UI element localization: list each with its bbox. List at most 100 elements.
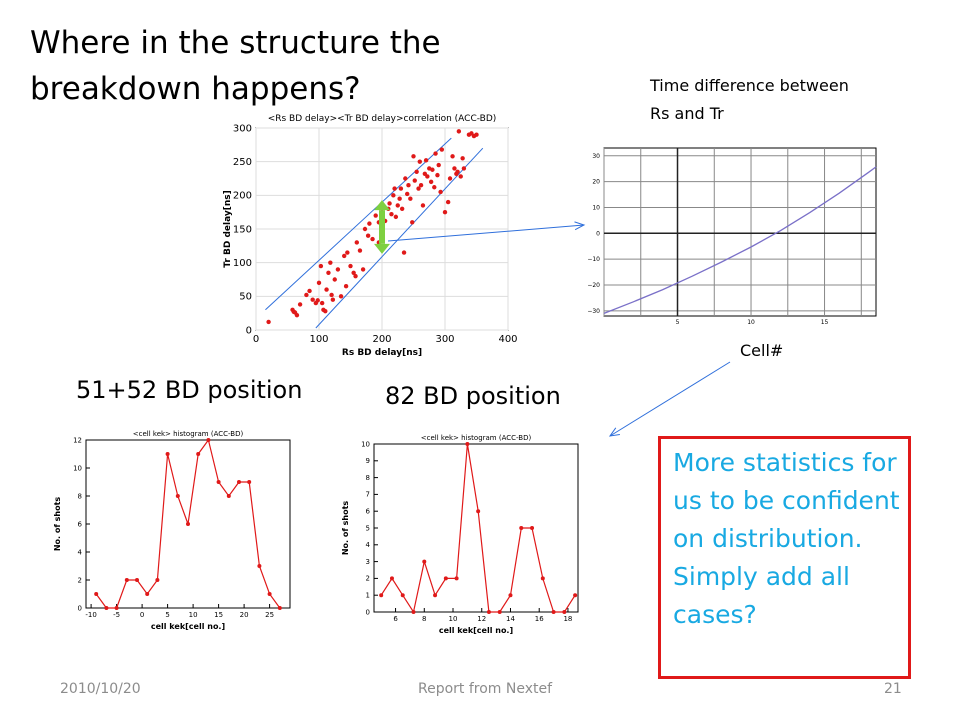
slide-title: Where in the structure the breakdown hap… — [30, 25, 441, 107]
chart2-x-tick-label: 10 — [747, 319, 755, 326]
scatter-point — [398, 186, 404, 191]
chart1-y-tick-label: 150 — [233, 224, 252, 235]
chart4-title: <cell kek> histogram (ACC-BD) — [421, 434, 532, 442]
scatter-point — [373, 213, 378, 218]
histogram-point — [155, 578, 160, 582]
chart2-y-tick-label: 20 — [592, 179, 600, 186]
chart1-x-tick-label: 100 — [309, 334, 328, 345]
scatter-point — [393, 214, 399, 220]
chart4-y-axis-label: No. of shots — [341, 501, 350, 556]
scatter-point — [412, 178, 417, 183]
histogram-point — [454, 576, 459, 581]
chart2-y-tick-label: 30 — [592, 153, 600, 160]
scatter-point — [294, 312, 300, 318]
histogram-point — [540, 576, 545, 581]
scatter-point — [401, 250, 407, 255]
chart3-x-tick-label: -10 — [85, 611, 96, 619]
histogram-point — [562, 610, 567, 614]
chart4-y-tick-label: 0 — [366, 608, 370, 616]
scatter-point — [411, 154, 416, 159]
chart4-x-tick-label: 12 — [477, 615, 486, 623]
callout-box — [658, 436, 911, 679]
scatter-point — [397, 196, 402, 201]
scatter-point — [354, 240, 359, 245]
callout-text: More statistics for us to be confident o… — [673, 448, 900, 629]
chart3-y-tick-label: 2 — [78, 576, 82, 584]
histogram-point — [206, 438, 211, 442]
cell-number-label: Cell# — [740, 341, 784, 360]
chart3-x-axis-label: cell kek[cell no.] — [151, 622, 225, 631]
chart1-y-tick-label: 300 — [233, 123, 252, 134]
histogram-point — [411, 610, 416, 614]
chart3-y-tick-label: 10 — [73, 464, 82, 472]
histogram-point — [573, 593, 578, 598]
chart1-x-axis-label: Rs BD delay[ns] — [342, 348, 422, 358]
chart3-y-tick-label: 0 — [78, 604, 82, 612]
chart1-y-tick-label: 0 — [246, 325, 252, 336]
scatter-point — [318, 263, 324, 269]
green-arrow-head-bottom — [374, 243, 390, 254]
scatter-point — [343, 284, 349, 289]
scatter-point — [351, 270, 356, 275]
histogram-point — [443, 576, 448, 581]
histogram-point — [519, 526, 524, 530]
scatter-point — [461, 166, 467, 171]
scatter-point — [365, 233, 371, 238]
chart4-x-tick-label: 18 — [563, 615, 572, 623]
histogram-point — [476, 509, 481, 514]
scatter-point — [414, 169, 419, 174]
scatter-point — [297, 302, 303, 307]
chart4-x-tick-label: 8 — [422, 615, 426, 623]
scatter-point — [450, 154, 455, 159]
chart3-y-tick-label: 8 — [78, 492, 82, 500]
scatter-guide-line — [315, 147, 484, 329]
histogram-point — [257, 564, 262, 568]
scatter-point — [428, 179, 434, 185]
chart1-y-tick-label: 50 — [239, 292, 252, 303]
scatter-point — [310, 297, 315, 302]
chart3-title: <cell kek> histogram (ACC-BD) — [133, 430, 244, 438]
histogram-point — [135, 578, 139, 582]
chart1-y-axis-label: Tr BD delay[ns] — [223, 190, 233, 267]
chart4-y-tick-label: 1 — [366, 592, 370, 600]
chart3-y-tick-label: 12 — [73, 436, 82, 444]
histogram-point — [422, 559, 427, 564]
scatter-point — [408, 196, 413, 201]
scatter-point — [324, 287, 329, 292]
scatter-point — [445, 199, 451, 205]
scatter-point — [391, 193, 396, 198]
chart1-title: <Rs BD delay><Tr BD delay>correlation (A… — [268, 114, 497, 124]
chart2-y-tick-label: 0 — [596, 230, 600, 237]
scatter-point — [436, 162, 441, 168]
chart4-x-tick-label: 14 — [506, 615, 515, 623]
scatter-point — [307, 288, 312, 294]
scatter-point — [326, 270, 331, 275]
chart1-y-tick-label: 100 — [233, 258, 252, 269]
histogram-point — [551, 610, 556, 614]
scatter-point — [418, 183, 424, 188]
histogram-point — [165, 452, 170, 456]
chart2-y-tick-label: −20 — [587, 282, 600, 289]
scatter-point — [435, 172, 440, 178]
footer-date: 2010/10/20 — [60, 681, 141, 697]
scatter-point — [330, 297, 336, 302]
histogram-51-52-heading: 51+52 BD position — [76, 376, 303, 404]
scatter-point — [319, 300, 325, 306]
chart2-y-tick-label: −10 — [587, 256, 600, 263]
chart4-y-tick-label: 4 — [366, 541, 371, 549]
scatter-point — [389, 211, 394, 217]
time-difference-curve — [603, 166, 877, 315]
histogram-point — [186, 522, 190, 526]
scatter-point — [439, 147, 445, 152]
scatter-point — [266, 319, 271, 325]
chart3-x-tick-label: 20 — [240, 611, 249, 619]
scatter-point — [474, 132, 479, 137]
scatter-point — [345, 250, 350, 255]
chart1-x-tick-label: 0 — [253, 334, 259, 345]
scatter-point — [447, 176, 453, 181]
chart4-y-tick-label: 9 — [366, 457, 370, 465]
histogram-point — [196, 452, 201, 456]
chart4-y-tick-label: 8 — [366, 474, 370, 482]
histogram-point — [508, 593, 513, 598]
histogram-point — [389, 576, 394, 581]
